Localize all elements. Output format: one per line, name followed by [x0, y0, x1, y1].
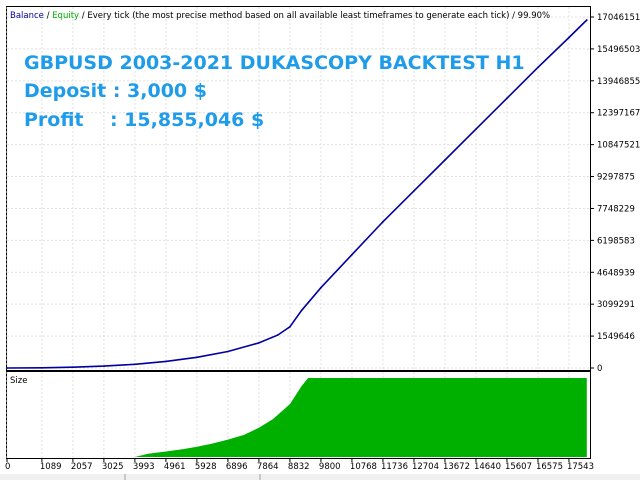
balance-point — [351, 253, 353, 256]
balance-point — [165, 360, 167, 363]
x-tick-label: 5928 — [195, 462, 217, 472]
x-tick-label: 10768 — [350, 462, 377, 472]
size-panel-title: Size — [10, 376, 27, 386]
balance-point — [475, 128, 477, 131]
balance-point — [320, 286, 322, 289]
x-tick-label: 11736 — [381, 462, 408, 472]
balance-point — [276, 334, 279, 336]
x-tick-label: 17543 — [567, 462, 594, 472]
y-tick-label: 15496503 — [597, 45, 640, 55]
bottom-scroll-strip[interactable] — [0, 474, 640, 480]
main-grid — [6, 7, 590, 370]
equity-legend: Equity — [52, 11, 79, 21]
main-series — [6, 19, 588, 369]
balance-point — [444, 159, 446, 161]
y-tick-label: 1549646 — [597, 332, 635, 342]
balance-point — [289, 325, 291, 328]
header-sep: / — [44, 11, 52, 21]
x-tick-label: 6896 — [226, 462, 248, 472]
balance-point — [413, 190, 415, 192]
x-tick-label: 7864 — [257, 462, 279, 472]
x-tick-label: 2057 — [71, 462, 93, 472]
balance-point — [537, 66, 539, 69]
deposit-label: Deposit : 3,000 $ — [24, 80, 207, 102]
y-tick-label: 9297875 — [597, 173, 635, 183]
header-sep: / — [509, 11, 517, 21]
y-tick-label: 13946855 — [597, 77, 640, 87]
x-tick-label: 9800 — [319, 462, 341, 472]
balance-point — [195, 356, 198, 359]
balance-point — [226, 350, 229, 353]
x-tick-label: 13672 — [443, 462, 470, 472]
y-tick-label: 4648939 — [597, 268, 635, 278]
balance-point — [134, 363, 136, 366]
balance-point — [585, 19, 588, 21]
balance-point — [506, 97, 508, 100]
balance-point — [40, 366, 43, 369]
modelling-quality: 99.90% — [518, 11, 550, 21]
test-method: Every tick (the most precise method base… — [87, 11, 509, 21]
balance-line — [6, 19, 588, 369]
backtest-title: GBPUSD 2003-2021 DUKASCOPY BACKTEST H1 — [24, 52, 525, 74]
balance-point — [102, 365, 105, 368]
y-tick-label: 17046151 — [597, 13, 640, 23]
chart-header: Balance / Equity / Every tick (the most … — [10, 11, 550, 21]
y-tick-label: 6198583 — [597, 236, 635, 246]
header-sep: / — [79, 11, 87, 21]
y-tick-label: 12397167 — [597, 109, 640, 119]
y-tick-label: 0 — [597, 364, 602, 374]
size-area — [134, 378, 587, 457]
balance-point — [6, 367, 8, 369]
balance-point — [300, 309, 303, 312]
balance-point — [382, 220, 384, 223]
balance-point — [568, 36, 570, 39]
y-tick-label: 10847521 — [597, 141, 640, 151]
x-tick-label: 3993 — [133, 462, 155, 472]
balance-point — [71, 366, 74, 369]
y-tick-label: 3099291 — [597, 300, 635, 310]
y-tick-label: 7748229 — [597, 204, 635, 214]
balance-point — [258, 341, 260, 344]
main-y-axis: 17046151 15496503 13946855 12397167 10847521… — [590, 13, 640, 374]
size-series — [134, 378, 587, 457]
x-tick-label: 15607 — [505, 462, 532, 472]
balance-legend: Balance — [10, 11, 44, 21]
x-tick-label: 16575 — [536, 462, 563, 472]
x-tick-label: 14640 — [474, 462, 501, 472]
x-tick-label: 8832 — [288, 462, 310, 472]
x-tick-label: 3025 — [102, 462, 124, 472]
x-tick-label: 0 — [5, 462, 10, 472]
x-axis: 0 1089 2057 3025 3993 4961 5928 6896 7864 8832 980… — [5, 458, 594, 472]
x-tick-label: 1089 — [40, 462, 62, 472]
x-tick-label: 4961 — [164, 462, 186, 472]
profit-label: Profit : 15,855,046 $ — [24, 109, 265, 131]
x-tick-label: 12704 — [412, 462, 439, 472]
